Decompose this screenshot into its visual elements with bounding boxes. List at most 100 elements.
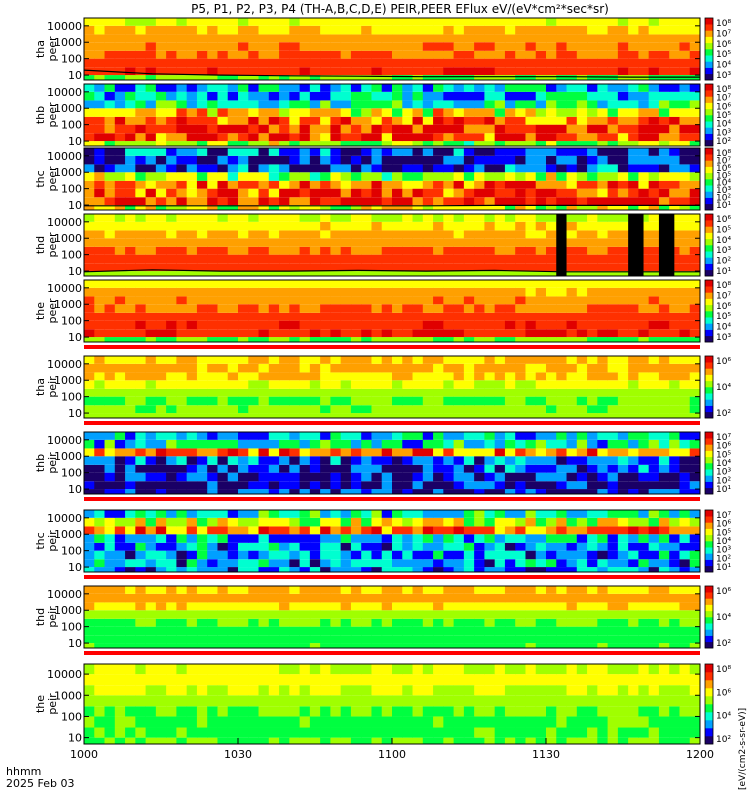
spectrogram-cell xyxy=(371,464,383,473)
spectrogram-cell xyxy=(412,180,424,189)
spectrogram-cell xyxy=(227,510,239,518)
spectrogram-cell xyxy=(361,100,372,109)
spectrogram-cell xyxy=(679,254,691,264)
spectrogram-cell xyxy=(217,635,229,644)
spectrogram-cell xyxy=(227,472,239,482)
spectrogram-cell xyxy=(309,312,321,321)
spectrogram-cell xyxy=(525,695,537,707)
spectrogram-cell xyxy=(135,716,146,728)
spectrogram-cell xyxy=(320,188,331,198)
spectrogram-cell xyxy=(504,148,516,156)
y-tick-label: 1000 xyxy=(54,232,82,245)
spectrogram-cell xyxy=(84,238,95,247)
spectrogram-cell xyxy=(125,172,136,181)
spectrogram-cell xyxy=(207,534,218,543)
spectrogram-cell xyxy=(402,133,413,142)
spectrogram-cell xyxy=(155,312,167,321)
spectrogram-cell xyxy=(279,304,290,313)
spectrogram-cell xyxy=(299,116,311,125)
spectrogram-cell xyxy=(320,517,331,527)
spectrogram-cell xyxy=(258,695,270,707)
spectrogram-cell xyxy=(412,148,424,156)
spectrogram-cell xyxy=(597,124,608,134)
spectrogram-cell xyxy=(279,180,290,189)
spectrogram-cell xyxy=(556,534,567,543)
spectrogram-cell xyxy=(94,586,105,594)
spectrogram-cell xyxy=(392,559,403,568)
spectrogram-cell xyxy=(566,172,578,181)
spectrogram-cell xyxy=(587,108,598,117)
spectrogram-cell xyxy=(371,363,383,373)
spectrogram-cell xyxy=(412,695,424,707)
spectrogram-cell xyxy=(248,716,259,728)
spectrogram-cell xyxy=(94,172,105,181)
spectrogram-cell xyxy=(443,58,454,68)
spectrogram-cell xyxy=(638,593,650,603)
spectrogram-cell xyxy=(268,363,280,373)
spectrogram-cell xyxy=(515,586,526,594)
spectrogram-cell xyxy=(258,567,270,572)
spectrogram-cell xyxy=(186,230,198,239)
spectrogram-cell xyxy=(227,567,239,572)
spectrogram-cell xyxy=(248,618,259,627)
spectrogram-cell xyxy=(381,593,393,603)
spectrogram-cell xyxy=(535,230,547,239)
spectrogram-cell xyxy=(515,312,526,321)
spectrogram-cell xyxy=(463,567,475,572)
spectrogram-cell xyxy=(227,100,239,109)
spectrogram-cell xyxy=(587,280,598,288)
spectrogram-cell xyxy=(648,312,660,321)
spectrogram-cell xyxy=(309,510,321,518)
spectrogram-cell xyxy=(679,164,691,173)
spectrogram-cell xyxy=(525,116,537,125)
spectrogram-cell xyxy=(638,230,650,239)
spectrogram-cell xyxy=(350,559,362,568)
spectrogram-cell xyxy=(628,91,639,101)
spectrogram-cell xyxy=(361,180,372,189)
spectrogram-cell xyxy=(474,124,485,134)
spectrogram-cell xyxy=(669,205,680,210)
spectrogram-cell xyxy=(268,116,280,125)
spectrogram-cell xyxy=(145,108,157,117)
spectrogram-cell xyxy=(484,25,496,35)
spectrogram-cell xyxy=(648,67,660,76)
spectrogram-cell xyxy=(155,34,167,43)
spectrogram-cell xyxy=(299,75,311,80)
spectrogram-cell xyxy=(392,626,403,636)
spectrogram-cell xyxy=(494,396,506,406)
spectrogram-cell xyxy=(114,164,126,173)
spectrogram-cell xyxy=(268,108,280,117)
spectrogram-cell xyxy=(689,727,701,738)
spectrogram-cell xyxy=(535,456,547,465)
spectrogram-cell xyxy=(135,164,146,173)
spectrogram-cell xyxy=(299,320,311,330)
spectrogram-cell xyxy=(658,25,670,35)
spectrogram-cell xyxy=(94,141,105,146)
spectrogram-cell xyxy=(268,526,280,535)
spectrogram-cell xyxy=(617,84,629,92)
spectrogram-cell xyxy=(166,246,177,255)
spectrogram-cell xyxy=(186,695,198,707)
spectrogram-cell xyxy=(248,296,259,305)
spectrogram-cell xyxy=(597,133,608,142)
spectrogram-cell xyxy=(474,230,485,239)
spectrogram-cell xyxy=(371,246,383,255)
spectrogram-cell xyxy=(443,271,454,276)
spectrogram-cell xyxy=(597,593,608,603)
spectrogram-cell xyxy=(289,116,300,125)
spectrogram-cell xyxy=(227,108,239,117)
spectrogram-cell xyxy=(238,271,249,276)
y-tick-label: 1000 xyxy=(54,36,82,49)
spectrogram-cell xyxy=(381,91,393,101)
spectrogram-cell xyxy=(114,559,126,568)
spectrogram-cell xyxy=(350,164,362,173)
spectrogram-cell xyxy=(535,405,547,414)
spectrogram-cell xyxy=(238,214,249,222)
spectrogram-cell xyxy=(227,626,239,636)
spectrogram-cell xyxy=(443,67,454,76)
spectrogram-cell xyxy=(617,329,629,338)
spectrogram-cell xyxy=(484,439,496,449)
spectrogram-cell xyxy=(166,221,177,231)
spectrogram-cell xyxy=(207,432,218,440)
